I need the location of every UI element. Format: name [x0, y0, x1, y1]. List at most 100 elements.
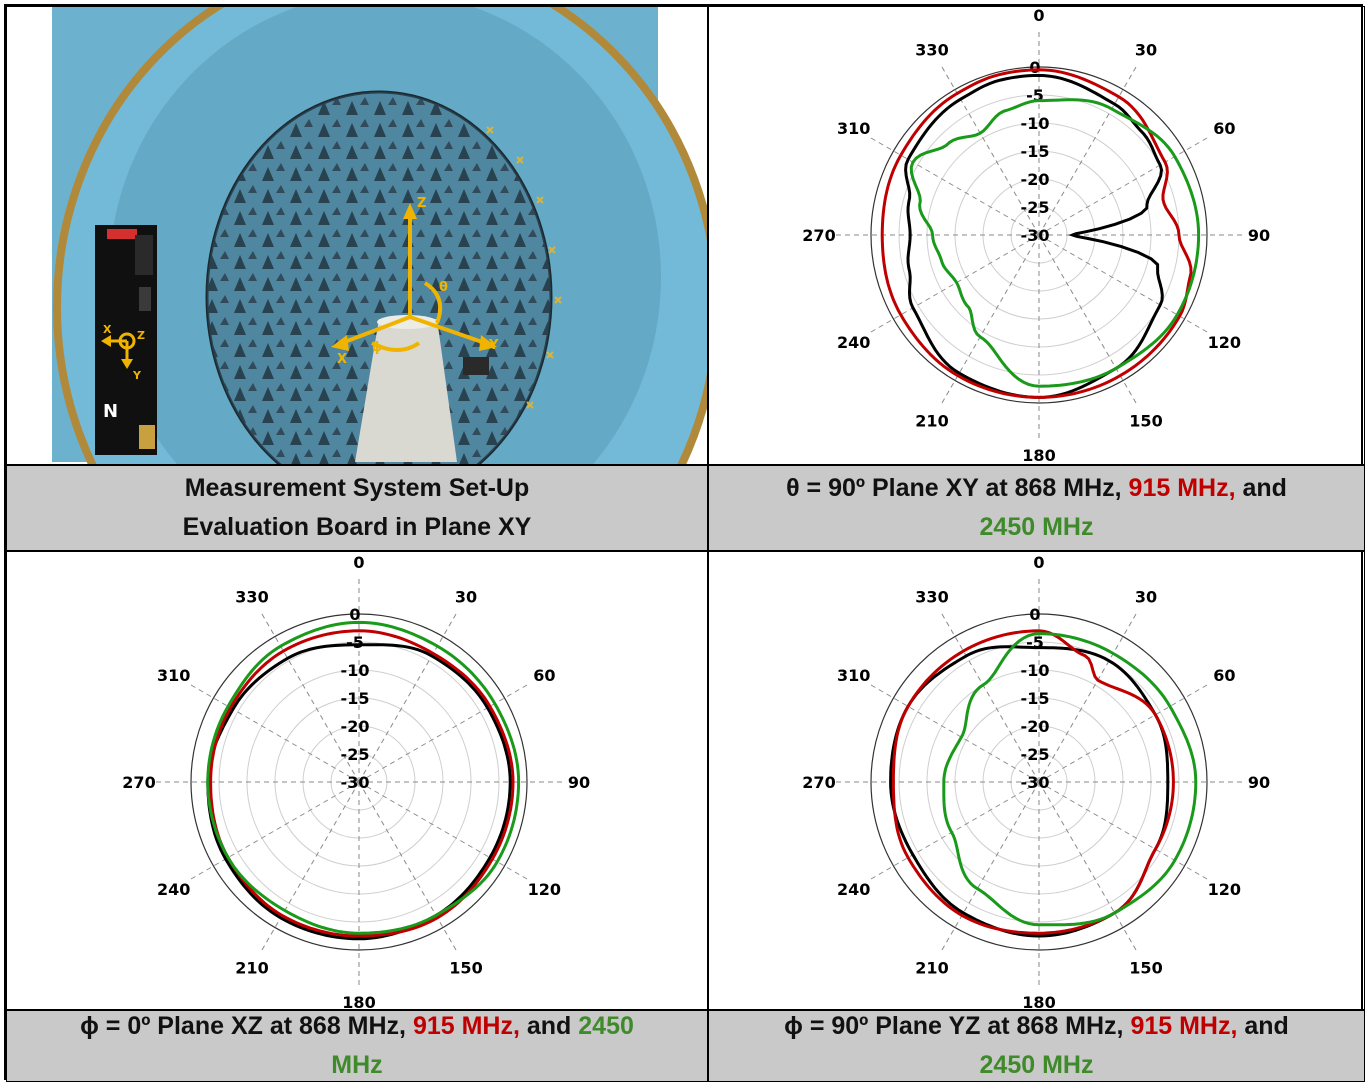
series-line-2450-mhz [909, 98, 1201, 388]
polar-spoke [1038, 66, 1137, 236]
angle-label: 180 [342, 993, 375, 1009]
angle-label: 90 [568, 773, 590, 792]
radial-label: -30 [1021, 773, 1050, 792]
polar-spoke [870, 137, 1040, 236]
angle-label: 310 [837, 666, 870, 685]
radial-label: -10 [1021, 661, 1050, 680]
polar-plot-xy: 0 30 60 90 120 150 180 210 240 270 310 330 0 -5 -10 -15… [708, 6, 1365, 465]
radial-label: 0 [1029, 58, 1040, 77]
radial-label: 0 [349, 605, 360, 624]
caption-xy-prefix: θ = 90º Plane XY at 868 MHz, [786, 474, 1129, 502]
angle-label: 270 [802, 226, 835, 245]
radial-label: -10 [341, 661, 370, 680]
polar-spoke [1038, 781, 1208, 880]
caption-xz-915: 915 MHz, [412, 1012, 520, 1040]
radial-label: -15 [341, 689, 370, 708]
angle-label: 60 [533, 666, 555, 685]
series-line-2450-mhz [206, 620, 521, 935]
photo-axis-y: Y [488, 338, 499, 353]
angle-label: 330 [235, 588, 268, 607]
radial-label: -20 [1021, 170, 1050, 189]
polar-grid [833, 29, 1245, 441]
caption-xz-2450: 2450 [578, 1012, 634, 1040]
polar-plot-xz: 0 30 60 90 120 150 180 210 240 270 310 330 0 -5 -10 -15… [6, 551, 708, 1010]
evaluation-board: Ν X Z Y [95, 225, 157, 455]
caption-yz-prefix: ϕ = 90º Plane YZ at 868 MHz, [784, 1012, 1131, 1040]
angle-label: 30 [1135, 41, 1157, 60]
polar-ring [190, 613, 528, 951]
angle-label: 180 [1022, 446, 1055, 464]
angle-label: 60 [1213, 119, 1235, 138]
angle-label: 90 [1248, 773, 1270, 792]
radial-label: -20 [1021, 717, 1050, 736]
angle-label: 210 [915, 411, 948, 430]
photo-axis-theta: θ [439, 280, 448, 295]
polar-spoke [261, 781, 360, 951]
measurement-photo: Z Y X θ ϕ Ν X Z [6, 6, 708, 465]
polar-ring [870, 613, 1208, 951]
angle-label: 150 [449, 958, 482, 977]
angle-label: 180 [1022, 993, 1055, 1009]
series-line-915-mhz [209, 629, 515, 938]
photo-axis-phi: ϕ [372, 340, 382, 355]
angle-label: 240 [837, 880, 870, 899]
polar-plot-yz: 0 30 60 90 120 150 180 210 240 270 310 330 0 -5 -10 -15… [708, 551, 1365, 1010]
angle-label: 210 [235, 958, 268, 977]
photo-axis-z: Z [417, 196, 426, 211]
caption-xy-915: 915 MHz, [1128, 474, 1236, 502]
polar-spoke [1038, 234, 1137, 404]
series-line-2450-mhz [942, 632, 1198, 927]
angle-label: 120 [528, 880, 561, 899]
caption-xy-and: and [1235, 474, 1287, 502]
angle-label: 0 [1033, 7, 1044, 25]
angle-label: 270 [802, 773, 835, 792]
angle-label: 120 [1208, 880, 1241, 899]
caption-yz-and: and [1237, 1012, 1289, 1040]
caption-xz-mhz: MHz [331, 1051, 383, 1079]
photo-axis-x: X [337, 352, 347, 367]
angle-label: 240 [157, 880, 190, 899]
caption-setup-line2: Evaluation Board in Plane XY [182, 513, 532, 541]
radial-label: -10 [1021, 114, 1050, 133]
caption-setup-line1: Measurement System Set-Up [184, 474, 530, 502]
polar-spoke [1038, 684, 1208, 783]
angle-label: 270 [122, 773, 155, 792]
series-line-915-mhz [891, 629, 1175, 935]
angle-label: 90 [1248, 226, 1270, 245]
polar-ring [870, 66, 1208, 404]
angle-label: 30 [1135, 588, 1157, 607]
board-axis-x: X [103, 323, 112, 336]
angle-label: 310 [837, 119, 870, 138]
radial-label: -30 [341, 773, 370, 792]
angle-label: 310 [157, 666, 190, 685]
radial-label: -25 [1021, 745, 1050, 764]
caption-xy-2450: 2450 MHz [979, 513, 1094, 541]
series-line-915-mhz [880, 68, 1193, 399]
angle-label: 120 [1208, 333, 1241, 352]
caption-xy: θ = 90º Plane XY at 868 MHz, 915 MHz, an… [708, 465, 1365, 551]
angle-label: 0 [353, 553, 364, 572]
polar-spoke [1038, 613, 1137, 783]
radial-label: -15 [1021, 142, 1050, 161]
angle-label: 30 [455, 588, 477, 607]
angle-label: 150 [1129, 958, 1162, 977]
polar-spoke [358, 781, 457, 951]
angle-label: 150 [1129, 411, 1162, 430]
polar-spoke [1038, 234, 1208, 333]
radial-label: -25 [1021, 198, 1050, 217]
radial-label: -5 [346, 633, 364, 652]
angle-label: 0 [1033, 553, 1044, 572]
angle-label: 60 [1213, 666, 1235, 685]
caption-xz: ϕ = 0º Plane XZ at 868 MHz, 915 MHz, and… [6, 1010, 708, 1082]
angle-label: 240 [837, 333, 870, 352]
polar-grid [153, 576, 565, 988]
polar-spoke [358, 613, 457, 783]
caption-xz-prefix: ϕ = 0º Plane XZ at 868 MHz, [80, 1012, 413, 1040]
radial-label: 0 [1029, 605, 1040, 624]
radial-label: -15 [1021, 689, 1050, 708]
polar-grid [833, 576, 1245, 988]
caption-yz-915: 915 MHz, [1130, 1012, 1238, 1040]
angle-label: 210 [915, 958, 948, 977]
angle-label: 330 [915, 588, 948, 607]
board-axis-y: Y [132, 369, 142, 382]
